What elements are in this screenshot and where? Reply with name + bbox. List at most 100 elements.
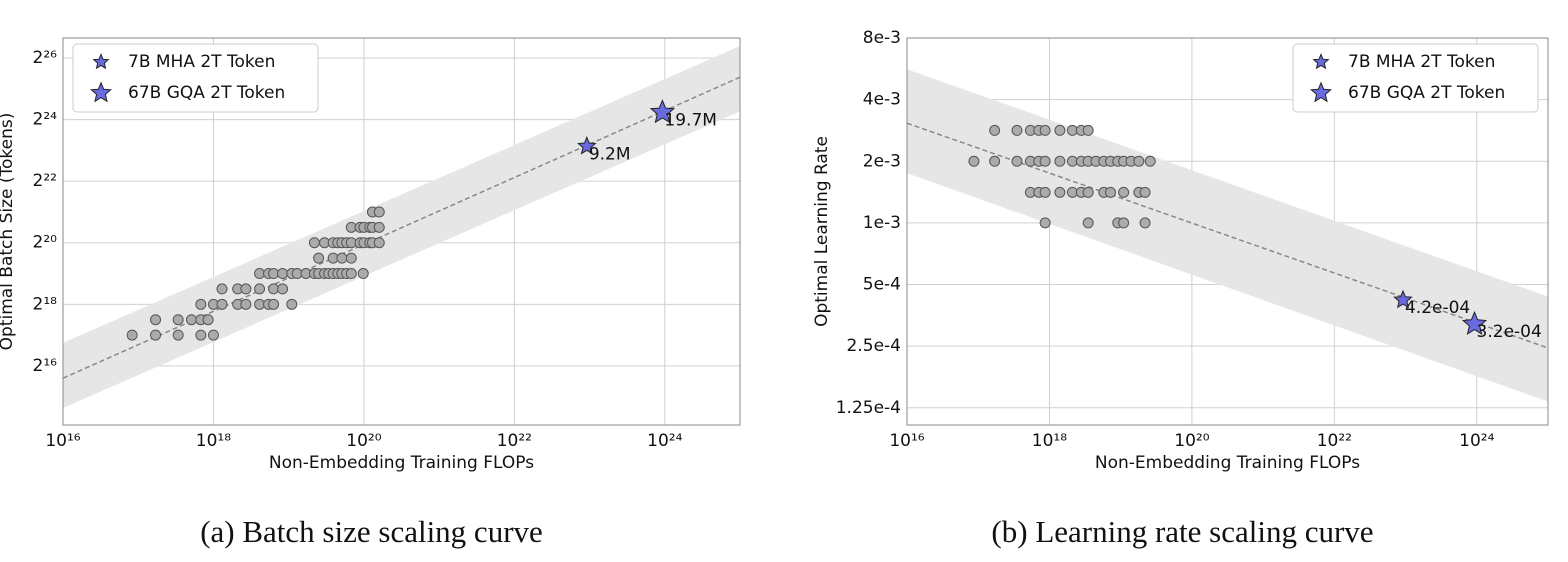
y-tick-label: 2e-3 [863,151,901,171]
data-point [1039,186,1051,198]
data-point [989,124,1001,136]
x-tick-label: 10²⁴ [1459,431,1494,451]
data-point [1139,186,1151,198]
plot-frame [906,37,1549,426]
data-point [277,268,289,280]
data-point [195,329,207,341]
plot-area [63,38,740,425]
y-tick-label: 4e-3 [863,90,901,110]
fit-line [63,76,740,379]
data-point [126,329,138,341]
y-tick-label: 5e-4 [863,275,901,295]
legend-box [1292,43,1539,113]
data-point [1082,186,1094,198]
data-point [268,298,280,310]
data-point [1039,217,1051,229]
data-point [1054,186,1066,198]
data-point [989,155,1001,167]
data-point [1054,155,1066,167]
data-point [254,283,266,295]
plot-frame [62,37,741,426]
y-tick-label: 2²⁴ [33,110,58,130]
legend-box [72,43,319,113]
data-point [373,221,385,233]
x-tick-label: 10¹⁸ [196,431,231,451]
x-tick-label: 10¹⁸ [1032,431,1067,451]
data-label: 19.7M [664,110,717,130]
data-point [968,155,980,167]
data-point [1133,155,1145,167]
data-point [1011,124,1023,136]
data-point [216,298,228,310]
data-point [345,268,357,280]
legend-label: 67B GQA 2T Token [128,83,285,103]
data-label: 9.2M [589,144,631,164]
legend-marker [90,81,112,103]
y-tick-label: 2²⁶ [33,48,58,68]
data-point [1139,217,1151,229]
y-tick-label: 2²⁰ [33,233,58,253]
data-point [1039,124,1051,136]
data-label: 3.2e-04 [1477,322,1542,342]
data-point [150,329,162,341]
data-point [185,314,197,326]
x-axis-label: Non-Embedding Training FLOPs [269,453,534,473]
data-point [336,252,348,264]
data-point [345,252,357,264]
data-point [1082,217,1094,229]
y-tick-label: 1.25e-4 [836,398,901,418]
y-axis-label: Optimal Learning Rate [812,136,832,327]
data-point [240,298,252,310]
y-tick-label: 2²² [33,171,57,191]
data-point [373,237,385,249]
data-point [268,268,280,280]
y-tick-label: 2.5e-4 [847,336,901,356]
legend-marker [92,53,110,70]
data-point [1039,155,1051,167]
data-label: 4.2e-04 [1405,298,1470,318]
star-point [1393,289,1413,309]
data-point [150,314,162,326]
data-point [1144,155,1156,167]
data-point [1054,124,1066,136]
x-tick-label: 10²² [497,431,532,451]
data-point [172,314,184,326]
x-tick-label: 10¹⁶ [889,431,924,451]
star-point [649,99,676,124]
y-tick-label: 8e-3 [863,28,901,48]
star-point [1461,310,1488,335]
data-point [1118,186,1130,198]
data-point [277,283,289,295]
legend-label: 67B GQA 2T Token [1348,83,1505,103]
x-tick-label: 10²² [1317,431,1352,451]
legend-label: 7B MHA 2T Token [128,52,275,72]
data-point [1082,124,1094,136]
data-point [202,314,214,326]
x-tick-label: 10²⁴ [647,431,682,451]
data-point [207,329,219,341]
x-tick-label: 10²⁰ [1174,431,1209,451]
data-point [172,329,184,341]
data-point [286,298,298,310]
legend-marker [1310,81,1332,103]
data-point [195,298,207,310]
y-tick-label: 2¹⁸ [33,294,58,314]
caption: (b) Learning rate scaling curve [991,514,1373,549]
y-tick-label: 1e-3 [863,213,901,233]
data-point [357,268,369,280]
y-axis-label: Optimal Batch Size (Tokens) [0,113,17,351]
data-point [1105,186,1117,198]
star-point [577,135,597,155]
caption: (a) Batch size scaling curve [200,514,543,549]
data-point [308,237,320,249]
x-axis-label: Non-Embedding Training FLOPs [1095,453,1360,473]
x-tick-label: 10¹⁶ [45,431,80,451]
legend-marker [1312,53,1330,70]
data-point [240,283,252,295]
data-point [216,283,228,295]
legend-label: 7B MHA 2T Token [1348,52,1495,72]
data-point [1011,155,1023,167]
data-point [373,206,385,218]
y-tick-label: 2¹⁶ [33,356,58,376]
